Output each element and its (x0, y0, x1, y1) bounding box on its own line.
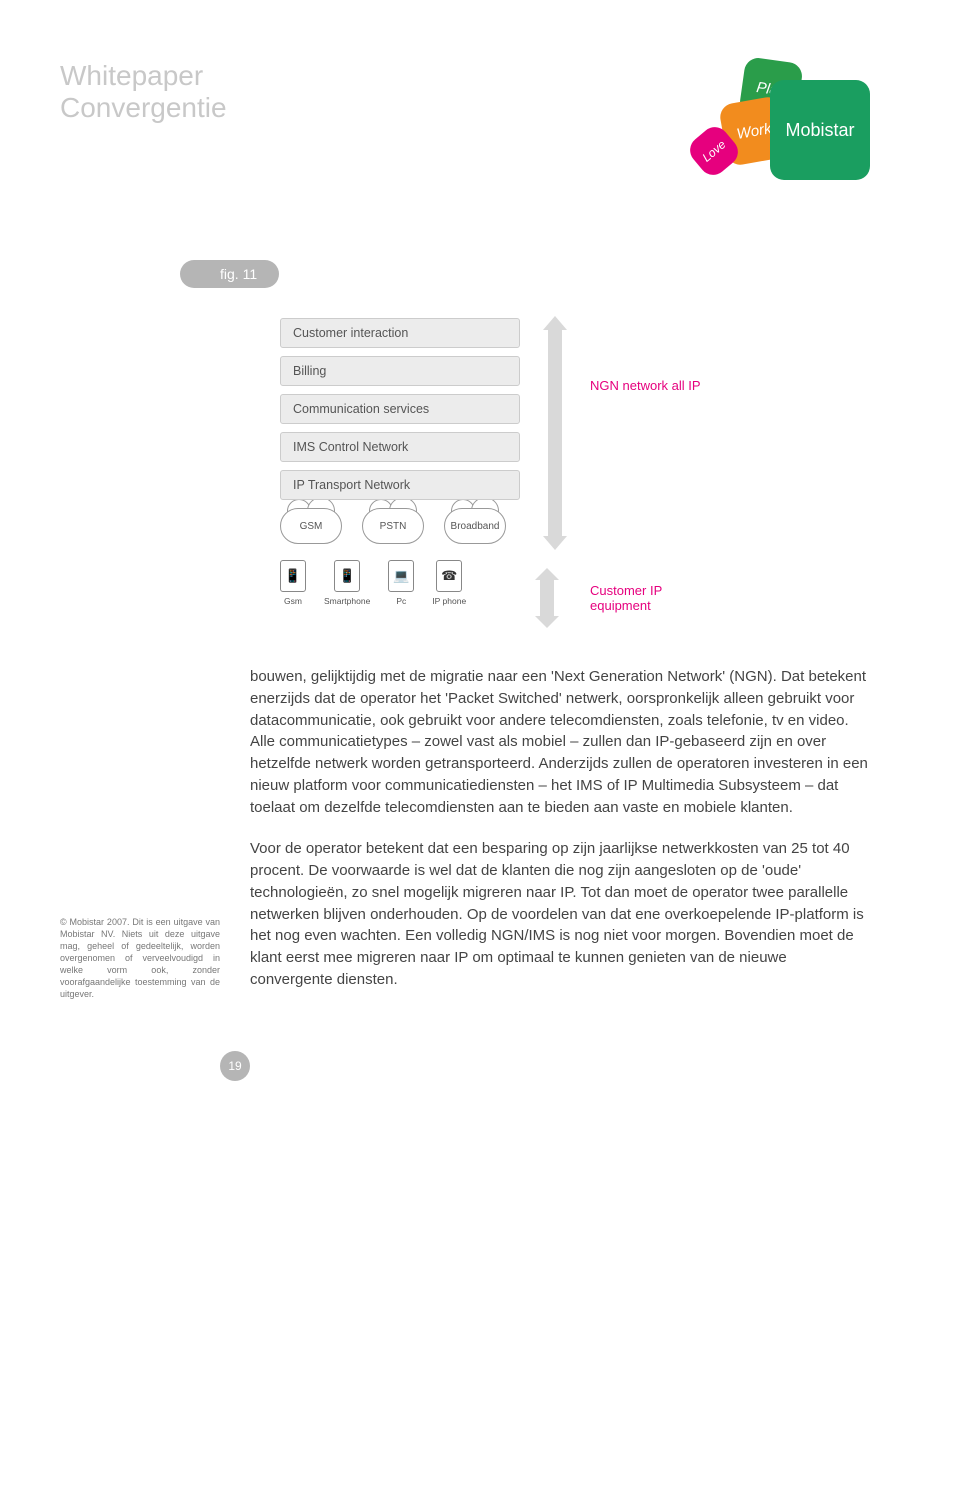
network-cloud: GSM (280, 508, 342, 544)
device-icon: 💻 (388, 560, 414, 592)
copyright-notice: © Mobistar 2007. Dit is een uitgave van … (60, 666, 220, 1011)
device-item: 📱 Smartphone (324, 560, 370, 606)
architecture-layer: Customer interaction (280, 318, 520, 348)
brand-logo-cluster: Play Work Love Mobistar (670, 60, 870, 190)
content-row: © Mobistar 2007. Dit is een uitgave van … (60, 666, 870, 1011)
architecture-layer: IP Transport Network (280, 470, 520, 500)
page-number: 19 (220, 1051, 250, 1081)
network-cloud: PSTN (362, 508, 424, 544)
paragraph-1: bouwen, gelijktijdig met de migratie naa… (250, 666, 870, 818)
device-label: IP phone (432, 596, 466, 606)
body-text: bouwen, gelijktijdig met de migratie naa… (250, 666, 870, 1011)
document-title: Whitepaper Convergentie (60, 60, 227, 124)
network-cloud: Broadband (444, 508, 506, 544)
device-icon: 📱 (334, 560, 360, 592)
arrow-vertical-large (540, 328, 570, 538)
document-page: Whitepaper Convergentie Play Work Love M… (0, 0, 960, 1141)
ngn-label: NGN network all IP (590, 378, 701, 393)
title-line-1: Whitepaper (60, 60, 227, 92)
arrow-vertical-small (540, 578, 554, 618)
layer-stack: Customer interaction Billing Communication… (280, 318, 710, 500)
architecture-layer: Billing (280, 356, 520, 386)
device-label: Smartphone (324, 596, 370, 606)
logo-tile-brand: Mobistar (770, 80, 870, 180)
device-item: ☎ IP phone (432, 560, 466, 606)
device-label: Gsm (284, 596, 302, 606)
device-item: 💻 Pc (388, 560, 414, 606)
paragraph-2: Voor de operator betekent dat een bespar… (250, 838, 870, 990)
header: Whitepaper Convergentie Play Work Love M… (60, 60, 870, 190)
figure-tag: fig. 11 (180, 260, 279, 288)
device-icon: ☎ (436, 560, 462, 592)
architecture-layer: IMS Control Network (280, 432, 520, 462)
network-clouds-row: GSM PSTN Broadband (280, 508, 710, 544)
device-icon: 📱 (280, 560, 306, 592)
figure-diagram: Customer interaction Billing Communication… (280, 318, 710, 606)
customer-equipment-label: Customer IP equipment (590, 583, 710, 613)
title-line-2: Convergentie (60, 92, 227, 124)
device-label: Pc (396, 596, 406, 606)
architecture-layer: Communication services (280, 394, 520, 424)
device-item: 📱 Gsm (280, 560, 306, 606)
